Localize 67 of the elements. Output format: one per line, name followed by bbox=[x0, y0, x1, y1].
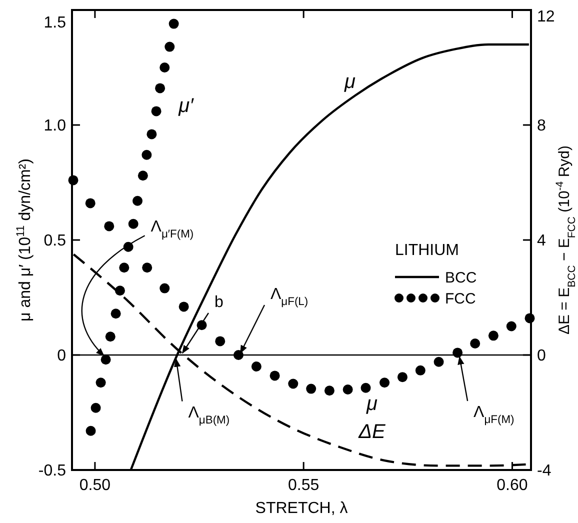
x-tick-label: 0.55 bbox=[288, 477, 320, 494]
legend-label: BCC bbox=[445, 269, 477, 286]
annotation: μ′ bbox=[178, 95, 195, 117]
point bbox=[164, 42, 175, 52]
annotation: Λ$_{μF(L)}$ bbox=[270, 286, 308, 308]
point bbox=[215, 336, 226, 346]
annotation: ΔE bbox=[358, 421, 386, 443]
point bbox=[434, 356, 444, 367]
point bbox=[506, 321, 516, 332]
point bbox=[488, 330, 498, 341]
point bbox=[86, 426, 96, 436]
point bbox=[142, 262, 152, 273]
annotation: μ bbox=[344, 71, 356, 93]
point bbox=[470, 338, 480, 348]
point bbox=[160, 283, 170, 294]
point bbox=[360, 382, 371, 393]
point bbox=[110, 308, 121, 319]
point bbox=[288, 378, 298, 389]
annotation: Λ$_{μF(M)}$ bbox=[474, 404, 515, 426]
point bbox=[233, 350, 244, 360]
annotation: Λ$_{μB(M)}$ bbox=[188, 404, 230, 426]
y2-tick-label: 0 bbox=[537, 348, 546, 365]
point bbox=[324, 386, 334, 396]
x-tick-label: 0.60 bbox=[496, 477, 528, 494]
point bbox=[146, 129, 157, 140]
x-tick-label: 0.50 bbox=[79, 477, 111, 494]
point bbox=[155, 83, 166, 94]
y2-tick-label: 12 bbox=[537, 8, 555, 26]
point bbox=[342, 384, 353, 394]
y-tick-label: 0 bbox=[57, 348, 66, 365]
y-tick-label: -0.5 bbox=[38, 462, 66, 480]
point bbox=[119, 262, 130, 273]
point bbox=[105, 332, 116, 342]
point bbox=[452, 348, 463, 358]
y-tick-label: 1.5 bbox=[44, 14, 66, 32]
x-axis-title: STRETCH, λ bbox=[255, 500, 348, 517]
point bbox=[142, 150, 152, 160]
point bbox=[168, 18, 179, 29]
point bbox=[160, 62, 170, 72]
y-tick-label: 0.5 bbox=[44, 232, 66, 250]
point bbox=[96, 378, 106, 388]
y2-tick-label: 4 bbox=[537, 232, 546, 250]
annotation: b bbox=[214, 294, 224, 311]
point bbox=[524, 313, 535, 324]
point bbox=[251, 362, 262, 372]
y-tick-label: 1.0 bbox=[44, 118, 66, 135]
point bbox=[100, 354, 111, 365]
y2-tick-label: -4 bbox=[537, 462, 552, 480]
annotation: μ bbox=[366, 393, 378, 415]
point bbox=[104, 221, 114, 232]
point bbox=[132, 196, 143, 206]
point bbox=[306, 384, 316, 394]
point bbox=[90, 402, 101, 413]
point bbox=[128, 218, 138, 229]
point bbox=[415, 365, 426, 376]
y2-tick-label: 8 bbox=[537, 118, 546, 135]
legend-title: LITHIUM bbox=[395, 242, 459, 259]
point bbox=[397, 372, 408, 382]
point bbox=[68, 175, 78, 186]
point bbox=[138, 170, 148, 181]
point bbox=[151, 106, 162, 116]
point bbox=[380, 378, 390, 388]
annotation: Λ$_{μ′F(M)}$ bbox=[150, 218, 194, 241]
point bbox=[85, 198, 96, 208]
legend-label: FCC bbox=[445, 290, 476, 308]
point bbox=[270, 370, 280, 381]
point bbox=[178, 302, 189, 312]
